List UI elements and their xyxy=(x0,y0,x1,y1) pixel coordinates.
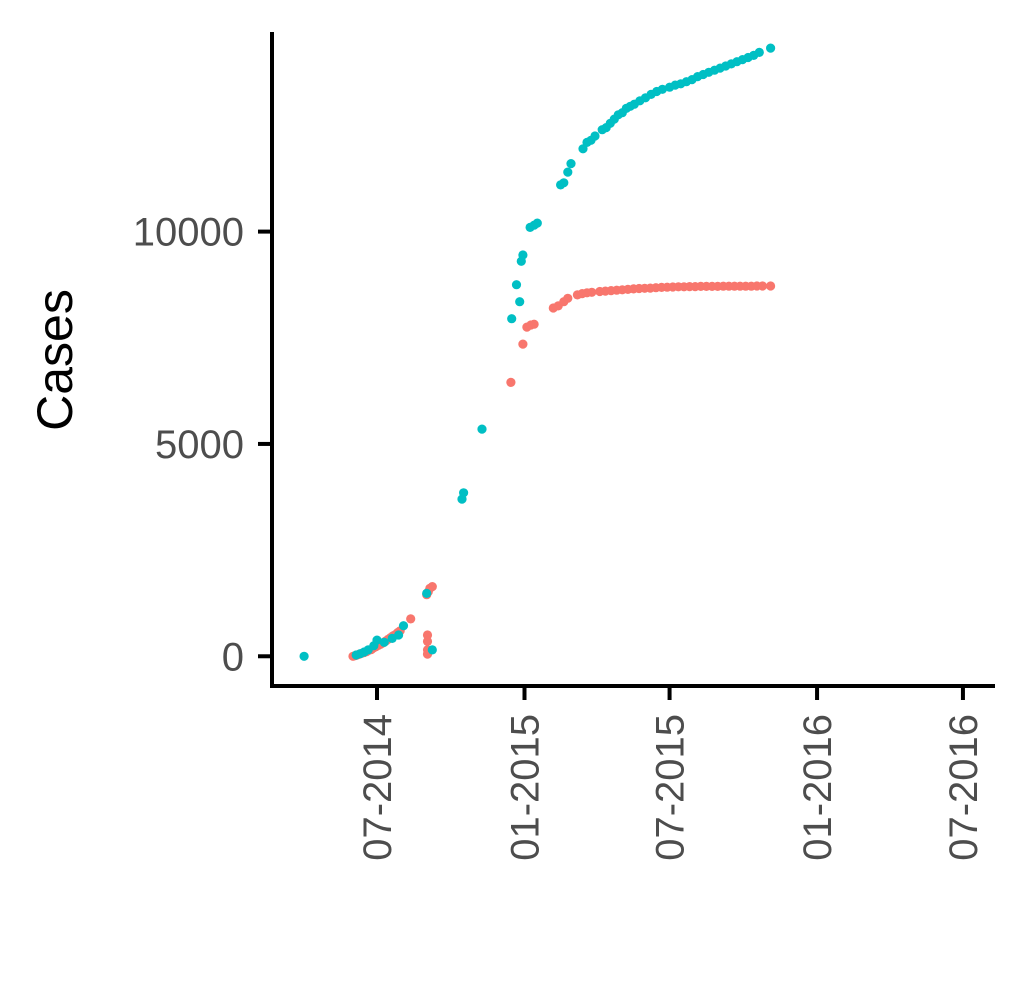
data-point xyxy=(757,281,768,291)
data-point xyxy=(754,47,764,58)
data-point xyxy=(427,645,437,655)
points-layer xyxy=(299,43,776,661)
data-point xyxy=(515,297,525,307)
data-point xyxy=(518,339,528,349)
data-point xyxy=(507,314,517,324)
x-tick-label: 01-2015 xyxy=(503,714,547,861)
data-point xyxy=(422,636,433,647)
data-point xyxy=(477,424,487,434)
y-ticks: 0 5000 10000 xyxy=(133,211,272,679)
data-point xyxy=(372,635,382,645)
x-tick-label: 01-2016 xyxy=(796,714,840,861)
data-point xyxy=(379,637,389,647)
data-point xyxy=(566,159,576,169)
data-point xyxy=(559,178,569,188)
data-point xyxy=(766,43,776,53)
data-point xyxy=(459,488,469,498)
data-point xyxy=(398,621,409,631)
data-point xyxy=(422,588,432,599)
data-point xyxy=(394,630,404,640)
data-point xyxy=(766,281,776,291)
data-point xyxy=(563,167,573,177)
data-point xyxy=(587,287,597,297)
x-tick-label: 07-2014 xyxy=(356,714,400,861)
data-point xyxy=(590,131,600,141)
data-point xyxy=(563,293,573,303)
y-tick-label: 5000 xyxy=(155,423,244,467)
data-point xyxy=(427,582,437,592)
data-point xyxy=(518,250,528,260)
data-point xyxy=(422,630,433,640)
data-point xyxy=(657,84,668,94)
x-ticks: 07-2014 01-2015 07-2015 01-2016 07-2016 xyxy=(356,686,986,861)
axes-layer xyxy=(270,32,995,688)
y-tick-label: 0 xyxy=(222,635,244,679)
data-point xyxy=(406,614,416,624)
data-point xyxy=(511,280,522,290)
y-tick-label: 10000 xyxy=(133,211,244,255)
data-point xyxy=(532,218,542,228)
data-point xyxy=(506,377,516,387)
data-point xyxy=(529,319,539,329)
data-point xyxy=(299,651,309,661)
x-tick-label: 07-2015 xyxy=(649,714,693,861)
x-tick-label: 07-2016 xyxy=(942,714,986,861)
y-axis-title: Cases xyxy=(27,289,83,431)
